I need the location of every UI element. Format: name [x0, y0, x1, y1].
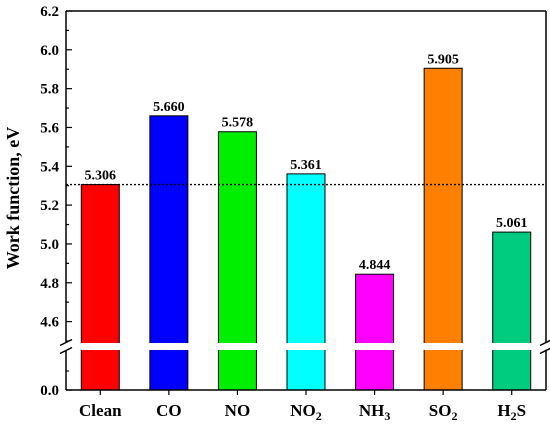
axis-layer — [59, 10, 550, 395]
label-layer: 5.306 Clean 5.660 CO 5.578 NO 5.361 NO2 4.844 NH3… — [40, 4, 527, 423]
y-axis-title: Work function, eV — [3, 127, 23, 270]
bar-4 — [286, 173, 326, 391]
category-label-5: NH3 — [359, 401, 391, 423]
category-label-4: NO2 — [290, 401, 322, 423]
y-tick-label: 5.2 — [40, 198, 59, 214]
bar-1 — [80, 184, 120, 391]
bar-3 — [217, 131, 257, 391]
y-tick-label: 5.6 — [40, 120, 59, 136]
value-label-1: 5.306 — [85, 169, 117, 184]
break-mark-right-2 — [539, 347, 550, 355]
y-tick-label: 4.8 — [40, 276, 59, 292]
break-mark-right-1 — [539, 339, 550, 347]
value-label-6: 5.905 — [427, 52, 459, 67]
bars-layer — [80, 67, 532, 391]
bar-7 — [492, 231, 532, 391]
y-tick-label: 5.0 — [40, 237, 59, 253]
y-tick-label: 0.0 — [40, 383, 59, 399]
y-tick-label: 4.6 — [40, 315, 59, 331]
category-label-7: H2S — [497, 401, 526, 423]
category-label-6: SO2 — [429, 401, 458, 423]
y-tick-label: 6.0 — [40, 43, 59, 59]
category-label-3: NO — [225, 401, 251, 420]
axis-break-band — [64, 343, 548, 350]
value-label-7: 5.061 — [496, 216, 528, 231]
value-label-5: 4.844 — [359, 258, 391, 273]
bar-6 — [423, 67, 463, 391]
value-label-4: 5.361 — [290, 158, 322, 173]
category-label-2: CO — [156, 401, 182, 420]
value-label-3: 5.578 — [222, 116, 254, 131]
bar-5 — [355, 273, 395, 391]
axis-break-layer — [64, 343, 548, 350]
break-mark-left-2 — [59, 346, 73, 355]
category-label-1: Clean — [79, 401, 122, 420]
value-label-2: 5.660 — [153, 100, 185, 115]
break-mark-left-1 — [59, 338, 73, 347]
y-tick-label: 5.4 — [40, 159, 59, 175]
y-tick-label: 6.2 — [40, 4, 59, 20]
y-tick-label: 5.8 — [40, 82, 59, 98]
